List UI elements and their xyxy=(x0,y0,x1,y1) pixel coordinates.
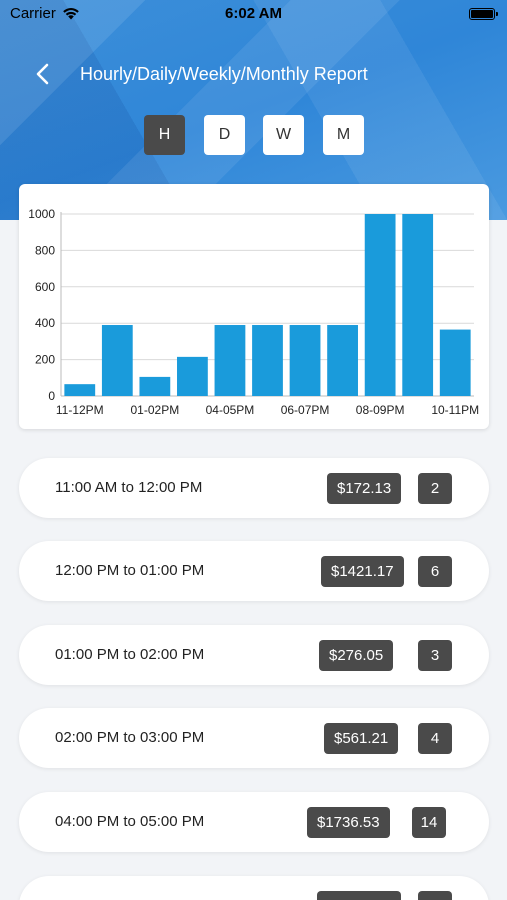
y-tick-label: 200 xyxy=(35,353,55,367)
segment-weekly[interactable]: W xyxy=(263,115,304,155)
count-badge: 6 xyxy=(418,556,452,587)
x-tick-label: 11-12PM xyxy=(56,403,104,417)
x-tick-label: 10-11PM xyxy=(431,403,479,417)
bar xyxy=(402,214,434,396)
battery-icon xyxy=(469,8,498,20)
bar xyxy=(101,325,133,396)
count-badge: 4 xyxy=(418,723,452,754)
x-tick-label: 04-05PM xyxy=(206,403,255,417)
y-tick-label: 600 xyxy=(35,280,55,294)
time-range-label: 02:00 PM to 03:00 PM xyxy=(55,729,205,746)
count-badge: 2 xyxy=(418,473,452,504)
segment-hourly[interactable]: H xyxy=(144,115,185,155)
navigation-bar: Hourly/Daily/Weekly/Monthly Report xyxy=(0,52,507,96)
bar xyxy=(139,376,171,396)
list-item[interactable] xyxy=(19,876,489,900)
count-badge: 14 xyxy=(412,807,446,838)
time-range-label: 12:00 PM to 01:00 PM xyxy=(55,562,205,579)
time-range-label: 04:00 PM to 05:00 PM xyxy=(55,813,205,830)
back-button[interactable] xyxy=(30,60,58,88)
page-title: Hourly/Daily/Weekly/Monthly Report xyxy=(80,64,368,84)
time-range-label: 11:00 AM to 12:00 PM xyxy=(55,479,203,496)
count-badge: 3 xyxy=(418,640,452,671)
wifi-icon xyxy=(63,8,79,20)
x-tick-label: 06-07PM xyxy=(281,403,330,417)
segment-monthly[interactable]: M xyxy=(323,115,364,155)
status-bar: Carrier 6:02 AM xyxy=(0,0,507,28)
amount-badge xyxy=(317,891,401,900)
amount-badge: $1421.17 xyxy=(321,556,404,587)
amount-badge: $172.13 xyxy=(327,473,402,504)
bar xyxy=(327,325,358,396)
list-item[interactable]: 02:00 PM to 03:00 PM $561.21 4 xyxy=(19,708,489,768)
segment-daily[interactable]: D xyxy=(204,115,245,155)
amount-badge: $1736.53 xyxy=(307,807,390,838)
amount-badge: $276.05 xyxy=(319,640,394,671)
list-item[interactable]: 11:00 AM to 12:00 PM $172.13 2 xyxy=(19,458,489,518)
x-tick-label: 08-09PM xyxy=(356,403,405,417)
list-item[interactable]: 04:00 PM to 05:00 PM $1736.53 14 xyxy=(19,792,489,852)
period-selector: H D W M xyxy=(0,115,507,155)
bar xyxy=(289,325,321,396)
bar-chart: 0 200 400 600 800 1000 11-12PM 01-02PM 04-05PM 06… xyxy=(28,207,479,417)
bar xyxy=(364,214,396,396)
bar xyxy=(177,356,208,396)
list-item[interactable]: 12:00 PM to 01:00 PM $1421.17 6 xyxy=(19,541,489,601)
time-range-label: 01:00 PM to 02:00 PM xyxy=(55,646,205,663)
list-item[interactable]: 01:00 PM to 02:00 PM $276.05 3 xyxy=(19,625,489,685)
amount-badge: $561.21 xyxy=(324,723,399,754)
bar xyxy=(252,325,283,396)
bar xyxy=(64,384,96,396)
carrier-label: Carrier xyxy=(10,5,56,22)
bar xyxy=(214,325,246,396)
bar xyxy=(439,329,471,396)
y-tick-label: 1000 xyxy=(28,207,55,221)
status-time: 6:02 AM xyxy=(225,5,282,22)
header-background xyxy=(0,0,507,220)
chart-card: 0 200 400 600 800 1000 11-12PM 01-02PM 04-05PM 06… xyxy=(19,184,489,429)
x-tick-label: 01-02PM xyxy=(131,403,180,417)
chevron-left-icon xyxy=(36,63,49,85)
y-tick-label: 800 xyxy=(35,243,55,257)
y-tick-label: 0 xyxy=(48,389,55,403)
y-tick-label: 400 xyxy=(35,316,55,330)
carrier-indicator: Carrier xyxy=(10,5,80,22)
count-badge xyxy=(418,891,452,900)
